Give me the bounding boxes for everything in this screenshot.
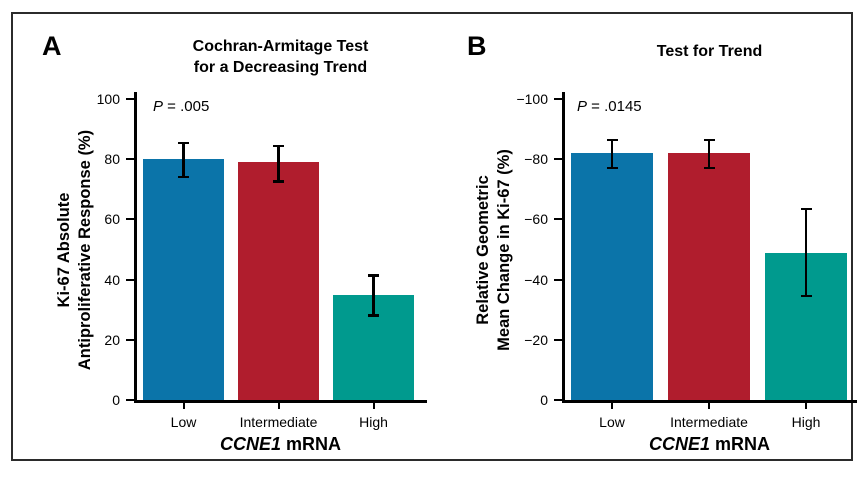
error-bar-line bbox=[707, 139, 711, 169]
x-axis-tick bbox=[372, 402, 375, 409]
y-axis-line bbox=[562, 92, 565, 403]
y-axis-line bbox=[134, 92, 137, 403]
panel-title: Test for Trend bbox=[657, 41, 763, 62]
bar-low bbox=[571, 153, 653, 400]
p-value-italic: P bbox=[153, 98, 164, 115]
y-axis-tick bbox=[126, 158, 134, 161]
x-axis-title-rest: mRNA bbox=[710, 434, 771, 454]
p-value-italic: P bbox=[577, 98, 588, 115]
p-value-rest: = .005 bbox=[163, 98, 210, 115]
x-axis-line bbox=[562, 400, 857, 403]
x-axis-tick bbox=[611, 402, 613, 409]
y-tick-label: 0 bbox=[540, 392, 548, 408]
x-axis-tick bbox=[182, 402, 185, 409]
y-axis-tick bbox=[126, 218, 134, 221]
error-bar-cap-top bbox=[273, 144, 284, 148]
y-axis-tick bbox=[554, 399, 562, 401]
panel-title-line: Cochran-Armitage Test bbox=[192, 38, 369, 55]
error-bar-cap-bottom bbox=[368, 314, 379, 317]
figure-frame: A Cochran-Armitage Test for a Decreasing T… bbox=[11, 12, 857, 461]
bar-intermediate bbox=[668, 153, 750, 400]
error-bar-cap-bottom bbox=[273, 180, 284, 183]
error-bar-cap-top bbox=[606, 138, 618, 142]
x-axis-tick bbox=[708, 402, 710, 409]
p-value-rest: = .0145 bbox=[587, 98, 642, 115]
x-axis-title-gene: CCNE1 bbox=[648, 434, 710, 454]
category-label: Intermediate bbox=[670, 414, 748, 430]
error-bar-cap-bottom bbox=[606, 166, 618, 170]
x-axis-tick bbox=[277, 402, 280, 409]
category-label: Intermediate bbox=[239, 414, 318, 430]
y-tick-label: −100 bbox=[516, 91, 548, 107]
y-axis-label-line: Mean Change in Ki-67 (%) bbox=[495, 148, 513, 351]
panel-title-line: Test for Trend bbox=[656, 43, 763, 60]
y-axis-tick bbox=[126, 98, 134, 100]
error-bar-cap-top bbox=[703, 138, 715, 142]
y-axis-tick bbox=[554, 278, 562, 281]
category-label: Low bbox=[599, 414, 625, 430]
panel-b: B Test for Trend Relative Geometric Mean Ch… bbox=[13, 14, 857, 459]
bar-low bbox=[143, 159, 224, 400]
y-tick-label: 100 bbox=[96, 91, 120, 107]
y-axis-tick bbox=[554, 218, 562, 221]
y-axis-tick bbox=[126, 399, 134, 401]
x-axis-title: CCNE1 mRNA bbox=[220, 434, 341, 454]
y-axis-label: Relative Geometric Mean Change in Ki-67 (… bbox=[473, 149, 515, 351]
category-label: High bbox=[359, 414, 388, 430]
p-value-annotation: P = .0145 bbox=[577, 98, 642, 116]
y-tick-label: −20 bbox=[524, 331, 548, 348]
y-tick-label: 20 bbox=[104, 331, 120, 348]
panel-letter: A bbox=[42, 31, 62, 61]
error-bar-cap-bottom bbox=[178, 175, 189, 179]
y-tick-label: −60 bbox=[524, 211, 548, 228]
y-axis-tick bbox=[126, 338, 134, 341]
error-bar-cap-bottom bbox=[703, 166, 715, 170]
x-axis-title-rest: mRNA bbox=[281, 434, 342, 454]
panel-letter: B bbox=[467, 31, 487, 61]
panel-title: Cochran-Armitage Test for a Decreasing Tr… bbox=[193, 36, 369, 78]
error-bar-cap-top bbox=[800, 207, 812, 211]
error-bar-cap-bottom bbox=[800, 294, 812, 298]
x-axis-title: CCNE1 mRNA bbox=[649, 434, 770, 454]
y-axis-tick bbox=[554, 158, 562, 161]
y-axis-tick bbox=[554, 338, 562, 341]
bar-intermediate bbox=[238, 162, 319, 400]
category-label: Low bbox=[170, 414, 197, 430]
y-tick-label: 0 bbox=[112, 392, 120, 408]
y-axis-tick bbox=[126, 278, 134, 281]
panel-a: A Cochran-Armitage Test for a Decreasing T… bbox=[13, 14, 851, 459]
error-bar-cap-top bbox=[368, 274, 379, 277]
y-tick-label: 40 bbox=[104, 271, 120, 288]
error-bar-line bbox=[277, 145, 280, 182]
y-tick-label: 80 bbox=[104, 151, 120, 168]
y-tick-label: 60 bbox=[104, 211, 120, 228]
panel-title-line: for a Decreasing Trend bbox=[193, 59, 368, 76]
x-axis-line bbox=[134, 400, 427, 403]
y-tick-label: −80 bbox=[524, 151, 548, 168]
error-bar-cap-top bbox=[178, 141, 189, 145]
error-bar-line bbox=[182, 142, 185, 178]
x-axis-tick bbox=[805, 402, 807, 409]
error-bar-line bbox=[610, 139, 614, 169]
x-axis-title-gene: CCNE1 bbox=[219, 434, 281, 454]
category-label: High bbox=[791, 414, 821, 430]
y-axis-label-line: Relative Geometric bbox=[474, 174, 492, 325]
p-value-annotation: P = .005 bbox=[153, 98, 209, 116]
error-bar-line bbox=[372, 275, 375, 316]
error-bar-line bbox=[804, 208, 808, 297]
y-axis-tick bbox=[554, 98, 562, 100]
y-tick-label: −40 bbox=[524, 271, 548, 288]
